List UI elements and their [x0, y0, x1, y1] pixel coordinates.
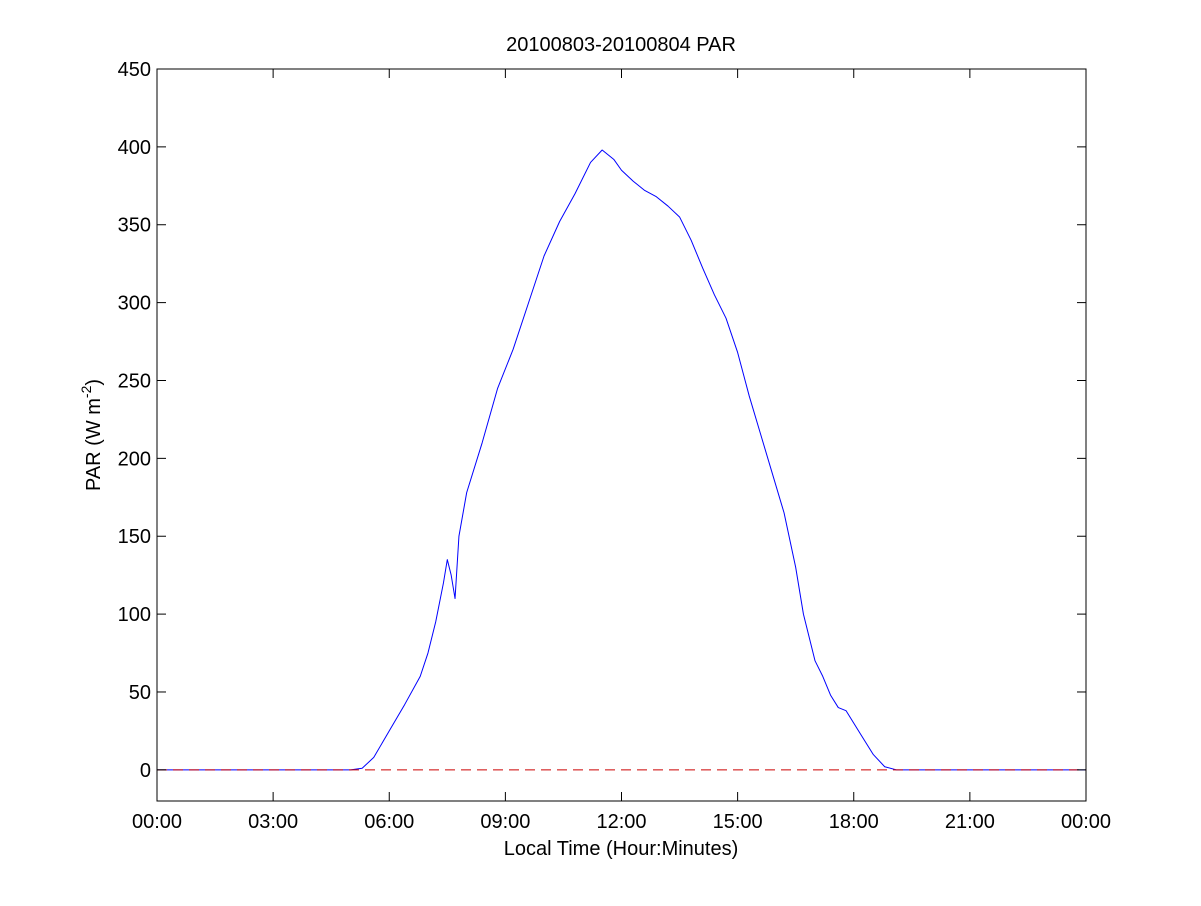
x-tick-label: 12:00	[596, 811, 646, 833]
y-axis-label-main: PAR (W m	[83, 398, 105, 491]
y-axis-label-superscript: -2	[78, 385, 94, 398]
x-tick-label: 09:00	[480, 811, 530, 833]
series-layer	[157, 149, 1086, 771]
y-tick-label: 0	[140, 760, 151, 782]
x-axis-label: Local Time (Hour:Minutes)	[504, 838, 739, 860]
y-tick-label: 400	[118, 137, 151, 159]
x-tick-label: 18:00	[829, 811, 879, 833]
y-tick-label: 300	[118, 293, 151, 315]
x-tick-label: 00:00	[1061, 811, 1111, 833]
y-tick-label: 50	[129, 682, 151, 704]
y-axis-label-suffix: )	[83, 379, 105, 386]
y-tick-label: 150	[118, 526, 151, 548]
x-tick-label: 15:00	[713, 811, 763, 833]
x-tick-label: 06:00	[364, 811, 414, 833]
y-tick-label: 200	[118, 448, 151, 470]
par-series-line	[157, 149, 1086, 771]
y-tick-label: 450	[118, 59, 151, 81]
y-axis-label: PAR (W m-2)	[78, 379, 105, 491]
x-tick-label: 03:00	[248, 811, 298, 833]
x-tick-label: 00:00	[132, 811, 182, 833]
chart-title: 20100803-20100804 PAR	[506, 34, 736, 56]
x-tick-label: 21:00	[945, 811, 995, 833]
y-tick-label: 100	[118, 604, 151, 626]
ticks-layer: 00:00 03:00 06:00 09:00 12:00 15:00 18:00 21:00…	[118, 59, 1111, 833]
y-tick-label: 350	[118, 215, 151, 237]
y-tick-label: 250	[118, 370, 151, 392]
